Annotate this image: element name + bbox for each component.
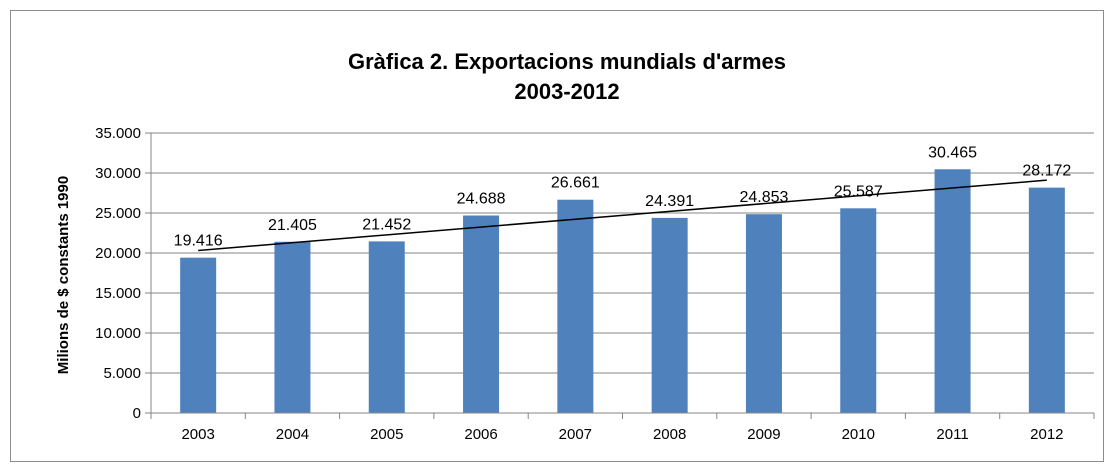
bar-2007 [557,199,594,413]
x-tick-label: 2008 [653,426,686,443]
x-tick-label: 2012 [1030,426,1063,443]
bar-2006 [463,215,500,413]
data-label: 21.452 [362,216,411,233]
trendline-group [198,179,1047,252]
axes: 0 5.000 10.000 15.000 20.000 25.000 30.000 35.0… [95,125,1095,443]
bar-2003 [180,257,217,413]
bar-2009 [745,214,782,413]
chart-title: Gràfica 2. Exportacions mundials d'armes [348,49,786,74]
x-tick-label: 2005 [370,426,403,443]
chart-frame: Gràfica 2. Exportacions mundials d'armes… [10,10,1104,462]
y-axis-label: Milions de $ constants 1990 [55,176,72,374]
bar-2005 [368,241,405,413]
x-tick-label: 2009 [747,426,780,443]
data-label: 28.172 [1022,163,1071,180]
data-label: 24.391 [645,193,694,210]
x-tick-label: 2003 [181,426,214,443]
bar-2008 [651,217,688,413]
x-tick-label: 2011 [936,426,968,443]
x-tick-label: 2004 [276,426,309,443]
y-tick-label: 0 [133,405,141,422]
y-tick-label: 20.000 [95,245,141,262]
data-label: 26.661 [551,175,600,192]
data-label: 24.853 [739,189,788,206]
data-label: 21.405 [268,217,317,234]
data-label: 30.465 [928,144,977,161]
bar-2010 [840,208,877,413]
bar-2004 [274,241,311,413]
bars [180,169,1065,413]
x-tick-label: 2006 [464,426,497,443]
y-tick-label: 30.000 [95,165,141,182]
bar-2012 [1028,187,1065,413]
y-tick-label: 10.000 [95,325,141,342]
bar-2011 [934,169,971,413]
data-label: 19.416 [174,233,223,250]
data-label: 24.688 [457,190,506,207]
data-label: 25.587 [834,183,883,200]
y-tick-label: 25.000 [95,205,141,222]
data-labels: 19.416 21.405 21.452 24.688 26.661 24.391 24.8… [174,144,1072,249]
x-tick-label: 2010 [842,426,875,443]
x-tick-label: 2007 [559,426,592,443]
bar-chart: Gràfica 2. Exportacions mundials d'armes… [55,49,1095,443]
y-tick-label: 5.000 [103,365,141,382]
y-tick-label: 15.000 [95,285,141,302]
chart-subtitle: 2003-2012 [514,79,619,104]
trendline [198,179,1047,252]
y-tick-label: 35.000 [95,125,141,142]
